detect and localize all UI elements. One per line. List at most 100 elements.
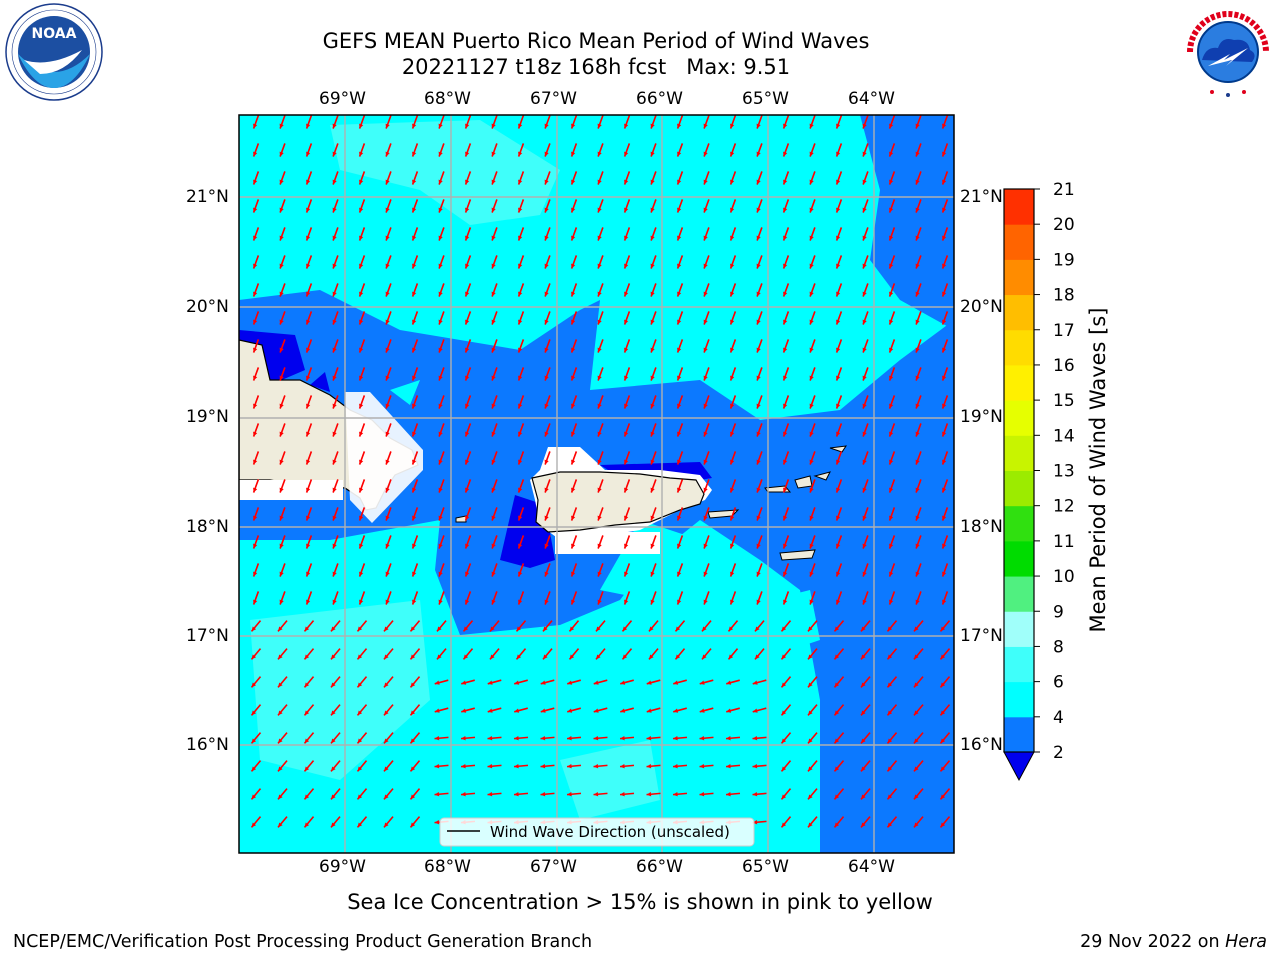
wind-wave-arrowhead — [544, 375, 549, 381]
lat-tick-right: 19°N — [960, 407, 1003, 427]
wind-wave-arrowhead — [357, 766, 363, 772]
wind-wave-arrowhead — [253, 123, 258, 129]
wind-wave-arrowhead — [438, 431, 443, 437]
wind-wave-arrowhead — [306, 263, 311, 269]
wind-wave-arrowhead — [809, 515, 814, 521]
wind-wave-arrowhead — [385, 319, 390, 325]
wind-wave-arrowhead — [703, 291, 708, 297]
wind-wave-arrowhead — [410, 822, 416, 828]
wind-wave-arrowhead — [940, 654, 946, 660]
wind-wave-arrowhead — [359, 599, 364, 605]
wind-wave-arrowhead — [624, 487, 629, 493]
wind-wave-arrowhead — [624, 347, 629, 353]
wind-wave-arrowhead — [783, 347, 788, 353]
wind-wave-arrowhead — [544, 347, 549, 353]
wind-wave-arrowhead — [756, 291, 761, 297]
wind-wave-arrowhead — [940, 682, 946, 688]
wind-wave-arrowhead — [410, 794, 416, 800]
wind-wave-arrowhead — [836, 291, 841, 297]
wind-wave-arrowhead — [650, 487, 655, 493]
wind-wave-arrowhead — [251, 682, 257, 688]
wind-wave-arrowhead — [544, 263, 549, 269]
wind-wave-arrowhead — [862, 487, 867, 493]
wind-wave-arrowhead — [781, 738, 787, 744]
wind-wave-arrowhead — [730, 543, 735, 549]
lat-tick-left: 17°N — [186, 626, 229, 646]
wind-wave-arrowhead — [253, 291, 258, 297]
wind-wave-arrowhead — [624, 263, 629, 269]
wind-wave-arrowhead — [699, 708, 705, 713]
wind-wave-arrowhead — [569, 626, 575, 632]
wind-wave-arrowhead — [677, 291, 682, 297]
wind-wave-arrowhead — [940, 738, 946, 744]
wind-wave-arrowhead — [491, 179, 496, 185]
wind-wave-arrowhead — [359, 263, 364, 269]
wind-wave-arrowhead — [836, 487, 841, 493]
wind-wave-arrowhead — [518, 347, 523, 353]
wind-wave-arrowhead — [332, 179, 337, 185]
wind-wave-arrowhead — [544, 319, 549, 325]
wind-wave-arrowhead — [942, 543, 947, 549]
wind-wave-arrowhead — [620, 736, 625, 741]
wind-wave-arrowhead — [756, 151, 761, 157]
wind-wave-arrowhead — [571, 151, 576, 157]
wind-wave-arrowhead — [646, 708, 652, 713]
wind-wave-arrowhead — [304, 766, 310, 772]
wind-wave-arrowhead — [384, 822, 389, 828]
wind-wave-arrowhead — [915, 459, 920, 465]
wind-wave-arrowhead — [940, 710, 946, 716]
wind-wave-arrowhead — [359, 515, 364, 521]
wind-wave-arrowhead — [438, 487, 443, 493]
wind-wave-arrowhead — [730, 291, 735, 297]
wind-wave-arrowhead — [465, 291, 470, 297]
wind-wave-arrowhead — [752, 736, 758, 741]
wind-wave-arrowhead — [279, 179, 284, 185]
wind-wave-arrowhead — [251, 710, 257, 716]
wind-wave-arrowhead — [730, 515, 735, 521]
wind-wave-arrowhead — [253, 263, 258, 269]
wind-wave-arrowhead — [703, 123, 708, 129]
wind-wave-arrowhead — [571, 207, 576, 213]
wind-wave-arrowhead — [836, 319, 841, 325]
wind-wave-arrowhead — [491, 347, 496, 353]
wind-wave-arrowhead — [434, 708, 440, 713]
wind-wave-arrowhead — [942, 179, 947, 185]
wind-wave-arrowhead — [783, 543, 788, 549]
colorbar-tick-label: 9 — [1053, 602, 1064, 622]
wind-wave-arrowhead — [491, 403, 496, 409]
wind-wave-arrowhead — [597, 599, 602, 605]
wind-wave-arrowhead — [253, 543, 258, 549]
wind-wave-arrowhead — [544, 235, 549, 241]
wind-wave-arrowhead — [544, 291, 549, 297]
wind-wave-arrowhead — [624, 515, 629, 521]
map-title: GEFS MEAN Puerto Rico Mean Period of Win… — [322, 29, 870, 53]
lat-tick-left: 21°N — [186, 187, 229, 207]
wind-wave-arrowhead — [781, 682, 787, 688]
wind-wave-arrowhead — [703, 235, 708, 241]
colorbar-tick-label: 19 — [1053, 250, 1075, 270]
wind-wave-arrowhead — [410, 626, 416, 632]
wind-wave-arrowhead — [915, 319, 920, 325]
wind-wave-arrowhead — [783, 319, 788, 325]
wind-wave-arrowhead — [385, 151, 390, 157]
wind-wave-arrowhead — [434, 820, 440, 825]
wind-wave-arrowhead — [677, 459, 682, 465]
wind-wave-arrowhead — [783, 263, 788, 269]
wind-wave-arrowhead — [491, 291, 496, 297]
wind-wave-arrowhead — [596, 654, 601, 660]
wind-wave-arrowhead — [465, 375, 470, 381]
wind-wave-arrowhead — [306, 599, 311, 605]
wind-wave-arrowhead — [861, 626, 866, 632]
wind-wave-arrowhead — [516, 626, 522, 632]
wind-wave-arrowhead — [861, 822, 866, 828]
wind-wave-arrowhead — [703, 599, 708, 605]
wind-wave-arrowhead — [809, 347, 814, 353]
wind-wave-arrowhead — [385, 403, 390, 409]
wind-wave-arrowhead — [942, 431, 947, 437]
wind-wave-arrowhead — [887, 794, 893, 800]
wave-period-blue — [239, 290, 954, 853]
wind-wave-arrowhead — [518, 263, 523, 269]
lat-tick-left: 16°N — [186, 735, 229, 755]
wind-wave-arrowhead — [332, 347, 337, 353]
wind-wave-arrowhead — [862, 263, 867, 269]
